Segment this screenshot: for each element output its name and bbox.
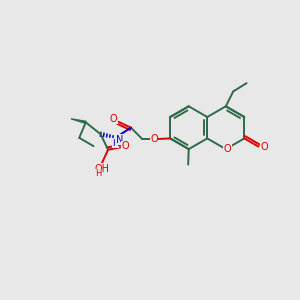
- Text: H: H: [112, 139, 119, 148]
- Text: H: H: [95, 169, 102, 178]
- Text: O: O: [260, 142, 268, 152]
- Text: O: O: [224, 144, 231, 154]
- Polygon shape: [71, 119, 86, 123]
- Text: O: O: [110, 114, 117, 124]
- Text: N: N: [116, 135, 123, 145]
- Text: OH: OH: [94, 164, 110, 174]
- Text: O: O: [150, 134, 158, 144]
- Text: O: O: [121, 141, 129, 151]
